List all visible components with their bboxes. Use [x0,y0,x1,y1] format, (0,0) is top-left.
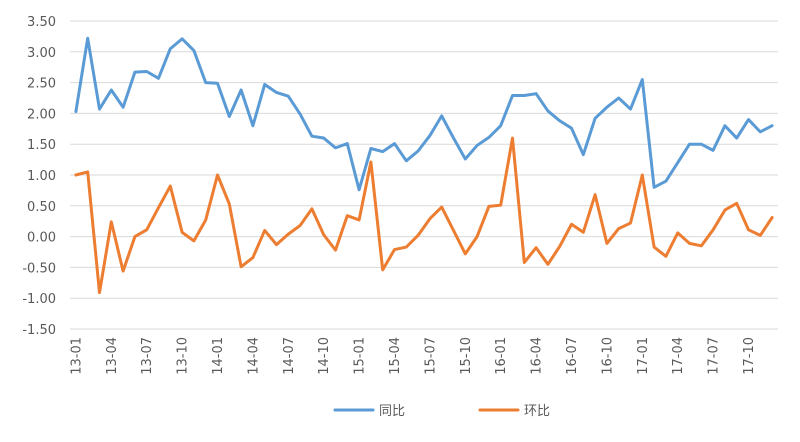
x-tick-label: 17-07 [707,337,722,375]
y-tick-label: 1.50 [27,138,56,153]
y-tick-label: 3.00 [27,46,56,61]
y-tick-label: -0.50 [22,261,56,276]
x-tick-label: 16-07 [565,337,580,375]
x-tick-label: 16-04 [530,337,545,375]
x-tick-label: 14-10 [317,337,332,375]
legend-label: 环比 [524,404,550,419]
series-line-mom [74,136,774,295]
x-tick-label: 17-10 [742,337,757,375]
y-tick-label: 3.50 [27,15,56,30]
y-tick-label: 0.00 [27,231,56,246]
x-tick-label: 15-10 [459,337,474,375]
series-line-yoy [74,36,774,192]
x-tick-label: 15-01 [353,337,368,375]
x-tick-label: 16-10 [600,337,615,375]
x-tick-label: 14-04 [246,337,261,375]
x-tick-label: 14-01 [211,337,226,375]
x-tick-label: 14-07 [282,337,297,375]
y-tick-label: 0.50 [27,200,56,215]
x-tick-label: 17-01 [636,337,651,375]
x-tick-label: 17-04 [671,337,686,375]
y-tick-label: 2.00 [27,107,56,122]
y-tick-label: 1.00 [27,169,56,184]
legend-label: 同比 [379,404,405,419]
x-tick-label: 16-01 [494,337,509,375]
x-tick-label: 13-10 [176,337,191,375]
x-tick-label: 15-04 [388,337,403,375]
x-tick-label: 13-01 [69,337,84,375]
x-tick-label: 15-07 [423,337,438,375]
x-tick-label: 13-07 [140,337,155,375]
y-tick-label: 2.50 [27,77,56,92]
x-tick-label: 13-04 [105,337,120,375]
y-tick-label: -1.50 [22,323,56,338]
y-tick-label: -1.00 [22,292,56,307]
